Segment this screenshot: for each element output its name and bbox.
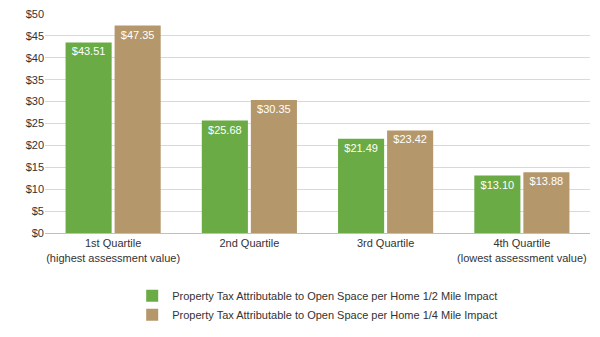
svg-text:$40: $40 (26, 52, 44, 64)
svg-text:1st Quartile(highest assessmen: 1st Quartile(highest assessment value) (46, 237, 180, 263)
svg-text:$30.35: $30.35 (257, 103, 291, 115)
svg-text:$25: $25 (26, 117, 44, 129)
svg-text:$50: $50 (26, 8, 44, 20)
svg-text:$45: $45 (26, 30, 44, 42)
svg-text:Property Tax Attributable to O: Property Tax Attributable to Open Space … (172, 309, 497, 321)
svg-text:$23.42: $23.42 (393, 133, 427, 145)
svg-text:$25.68: $25.68 (208, 124, 242, 136)
svg-text:$47.35: $47.35 (121, 29, 155, 41)
svg-text:4th Quartile(lowest assessment: 4th Quartile(lowest assessment value) (457, 237, 587, 263)
svg-text:$35: $35 (26, 74, 44, 86)
svg-text:$10: $10 (26, 183, 44, 195)
svg-text:$13.10: $13.10 (481, 179, 515, 191)
svg-text:$20: $20 (26, 139, 44, 151)
svg-text:$43.51: $43.51 (72, 45, 106, 57)
svg-text:$5: $5 (32, 205, 44, 217)
svg-text:$21.49: $21.49 (344, 142, 378, 154)
svg-text:3rd Quartile: 3rd Quartile (357, 237, 414, 249)
svg-text:$13.88: $13.88 (530, 175, 564, 187)
svg-text:Property Tax Attributable to O: Property Tax Attributable to Open Space … (172, 290, 497, 302)
svg-text:$15: $15 (26, 161, 44, 173)
svg-text:2nd Quartile: 2nd Quartile (219, 237, 279, 249)
svg-text:$30: $30 (26, 95, 44, 107)
svg-text:$0: $0 (32, 227, 44, 239)
